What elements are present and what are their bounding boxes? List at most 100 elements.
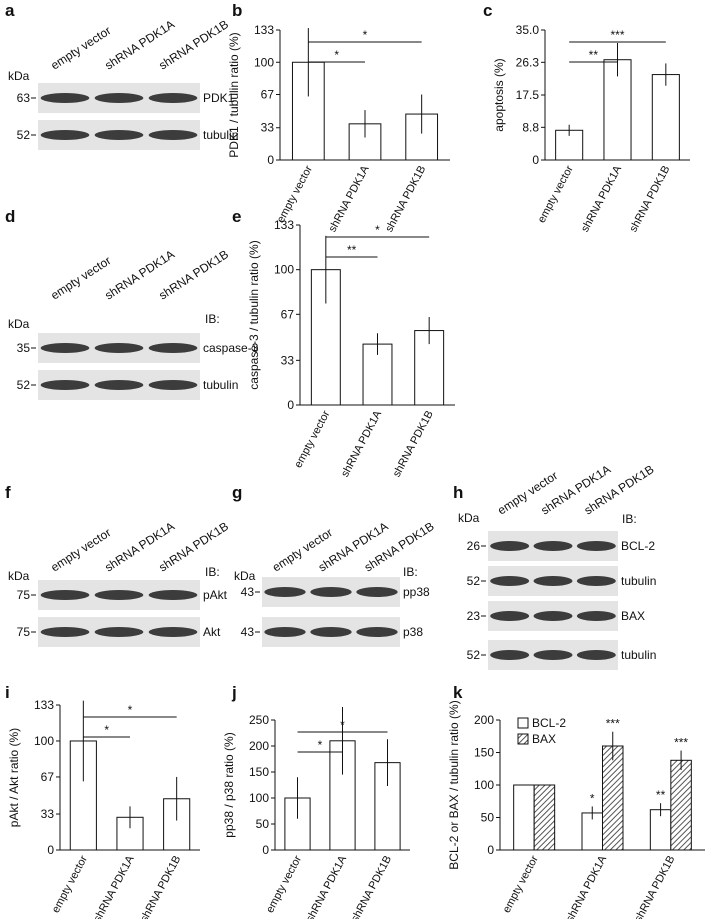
y-tick-label: 26.3 xyxy=(516,55,540,69)
y-tick-label: 250 xyxy=(249,713,269,727)
blot-band xyxy=(148,380,198,390)
panel-letter: k xyxy=(453,683,463,702)
blot-band xyxy=(533,650,573,660)
blot-band xyxy=(148,627,198,637)
y-tick-label: 100 xyxy=(249,791,269,805)
marker-label: 52 xyxy=(467,648,481,662)
ib-label: IB: xyxy=(205,565,220,579)
significance-label: *** xyxy=(606,717,620,731)
blot-band xyxy=(490,650,530,660)
blot-band xyxy=(94,590,144,600)
blot-band xyxy=(94,627,144,637)
lane-label: empty vector xyxy=(48,525,113,574)
significance-label: *** xyxy=(610,28,624,42)
marker-label: 35 xyxy=(17,341,31,355)
significance-label: *** xyxy=(674,736,688,750)
bar xyxy=(533,784,556,851)
y-tick-label: 150 xyxy=(474,746,494,760)
blot-band xyxy=(310,587,352,597)
protein-label: tubulin xyxy=(203,128,238,142)
blot-band xyxy=(264,627,306,637)
bar xyxy=(670,759,692,851)
x-tick-label: shRNA PDK1B xyxy=(138,854,183,919)
protein-label: Akt xyxy=(203,625,221,639)
legend-swatch xyxy=(517,717,529,729)
x-tick-label: shRNA PDK1A xyxy=(92,853,137,919)
x-tick-label: empty vector xyxy=(264,853,304,915)
x-tick-label: shRNA PDK1B xyxy=(349,854,394,919)
x-tick-label: shRNA PDK1A xyxy=(304,853,349,919)
y-tick-label: 133 xyxy=(274,218,294,232)
blot-band xyxy=(148,343,198,353)
y-axis-label: apoptosis (%) xyxy=(492,58,506,131)
significance-label: * xyxy=(363,28,368,42)
blot-band xyxy=(94,130,144,140)
x-tick-label: shRNA PDK1A xyxy=(579,163,624,234)
protein-label: pAkt xyxy=(203,588,228,602)
marker-label: 52 xyxy=(17,128,31,142)
protein-label: BAX xyxy=(621,609,645,623)
y-tick-label: 33 xyxy=(261,121,275,135)
y-tick-label: 0 xyxy=(267,153,274,167)
marker-label: 52 xyxy=(467,574,481,588)
ib-label: IB: xyxy=(622,512,637,526)
panel-letter: a xyxy=(5,1,15,20)
y-tick-label: 33 xyxy=(41,807,55,821)
protein-label: pp38 xyxy=(403,585,430,599)
y-tick-label: 200 xyxy=(249,739,269,753)
blot-band xyxy=(356,587,398,597)
x-tick-label: shRNA PDK1A xyxy=(339,408,384,479)
protein-label: PDK1 xyxy=(203,91,235,105)
x-tick-label: shRNA PDK1A xyxy=(564,853,609,919)
marker-label: 75 xyxy=(17,588,31,602)
y-tick-label: 67 xyxy=(281,307,295,321)
kda-label: kDa xyxy=(8,317,30,331)
kda-label: kDa xyxy=(8,69,30,83)
x-tick-label: shRNA PDK1A xyxy=(327,163,372,234)
y-tick-label: 0 xyxy=(487,843,494,857)
blot-band xyxy=(148,93,198,103)
blot-band xyxy=(533,541,573,551)
lane-label: empty vector xyxy=(48,23,113,72)
protein-label: BCL-2 xyxy=(621,539,655,553)
y-tick-label: 100 xyxy=(34,734,54,748)
blot-band xyxy=(40,93,90,103)
y-tick-label: 133 xyxy=(254,23,274,37)
significance-label: ** xyxy=(589,48,599,62)
x-tick-label: empty vector xyxy=(275,163,315,225)
blot-band xyxy=(94,380,144,390)
marker-label: 43 xyxy=(241,625,255,639)
y-tick-label: 0 xyxy=(532,153,539,167)
significance-label: * xyxy=(375,223,380,237)
blot-band xyxy=(533,611,573,621)
bar xyxy=(651,74,680,161)
protein-label: tubulin xyxy=(621,574,656,588)
y-tick-label: 8.8 xyxy=(522,120,539,134)
panel-letter: f xyxy=(5,483,11,502)
blot-band xyxy=(490,541,530,551)
bar xyxy=(602,745,624,851)
x-tick-label: shRNA PDK1B xyxy=(627,164,672,234)
bar xyxy=(405,113,439,161)
protein-label: tubulin xyxy=(621,648,656,662)
panel-letter: j xyxy=(231,683,237,702)
y-tick-label: 67 xyxy=(261,88,275,102)
y-tick-label: 0 xyxy=(47,843,54,857)
blot-band xyxy=(264,587,306,597)
blot-band xyxy=(40,343,90,353)
y-tick-label: 200 xyxy=(474,713,494,727)
blot-band xyxy=(310,627,352,637)
bar xyxy=(513,784,535,851)
panel-letter: c xyxy=(483,1,492,20)
y-tick-label: 100 xyxy=(254,55,274,69)
kda-label: kDa xyxy=(458,511,480,525)
y-tick-label: 17.5 xyxy=(516,88,540,102)
marker-label: 52 xyxy=(17,378,31,392)
y-axis-label: PDK1 / tubulin ratio (%) xyxy=(227,32,241,157)
y-axis-label: pp38 / p38 ratio (%) xyxy=(222,732,236,837)
lane-label: empty vector xyxy=(48,253,113,302)
x-tick-label: empty vector xyxy=(50,853,90,915)
y-tick-label: 35.0 xyxy=(516,23,540,37)
y-tick-label: 50 xyxy=(481,811,495,825)
